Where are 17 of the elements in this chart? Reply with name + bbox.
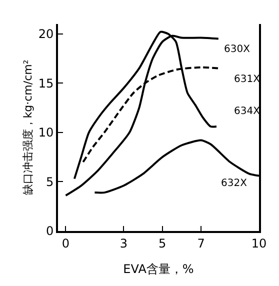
x-tick-label: 3 [120,236,128,250]
series-label: 630X [224,44,250,55]
x-axis-title: EVA含量，% [123,262,194,276]
series-label: 634X [234,106,260,117]
x-tick-label: 0 [62,236,70,250]
x-tick-label: 7 [197,236,205,250]
y-axis-title: 缺口冲击强度，kg·cm/cm² [21,60,34,196]
y-tick-label: 5 [46,174,54,189]
series-label: 631X [234,74,260,85]
y-tick-label: 0 [46,224,54,238]
x-tick-label: 10 [251,236,267,250]
y-tick-label: 10 [38,126,54,140]
line-series [64,34,220,197]
x-tick-label: 5 [158,236,166,250]
y-tick-label: 20 [38,27,54,42]
series-label: 632X [221,178,248,189]
y-tick-label: 15 [38,76,54,90]
